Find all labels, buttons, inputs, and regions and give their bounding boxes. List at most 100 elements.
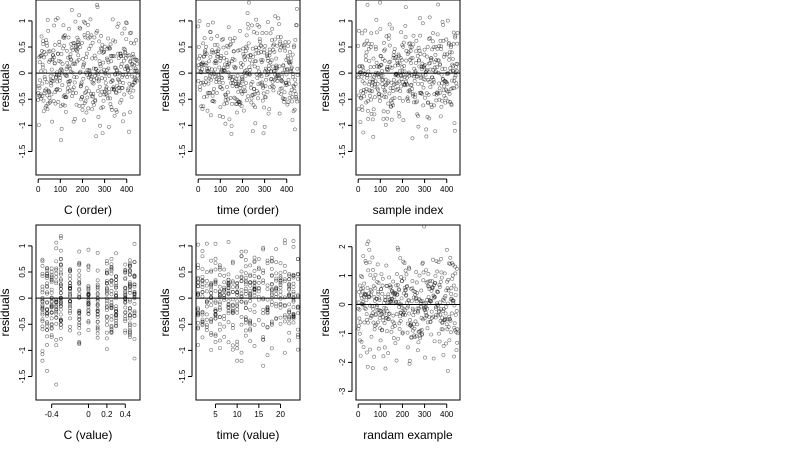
scatter-point [396,336,400,341]
scatter-point [441,22,446,27]
scatter-point [51,78,56,83]
y-tick-label: -1 [178,121,187,129]
scatter-point [246,94,250,99]
scatter-point [238,29,242,33]
scatter-point [382,94,387,99]
scatter-point [444,341,448,346]
scatter-point [415,290,419,295]
scatter-point [285,66,290,71]
scatter-point [419,288,424,293]
scatter-point [127,328,132,333]
scatter-point [413,319,418,324]
scatter-point [451,42,456,46]
scatter-point [84,51,89,56]
scatter-point [287,60,291,65]
scatter-point [213,313,218,318]
scatter-point [248,288,253,293]
scatter-point [127,268,132,272]
scatter-point [213,340,218,344]
scatter-point [280,74,284,79]
scatter-point [123,275,128,280]
scatter-point [265,261,270,266]
scatter-point [454,309,459,313]
x-tick-label: 10 [233,410,242,419]
scatter-point [265,52,270,57]
scatter-point [221,115,225,119]
scatter-point [381,78,385,82]
scatter-point [435,46,440,51]
scatter-point [239,249,244,254]
scatter-point [110,17,115,22]
scatter-point [443,311,448,316]
scatter-point [397,79,402,84]
scatter-point [426,100,431,105]
scatter-point [374,17,379,22]
scatter-point [132,284,137,289]
scatter-point [104,292,109,297]
scatter-point [77,316,82,321]
scatter-point [277,48,282,53]
scatter-point [386,36,391,41]
y-axis-label: residuals [318,288,332,336]
scatter-point [70,70,75,75]
scatter-point [363,306,368,311]
scatter-point [40,271,45,276]
scatter-point [377,308,381,313]
scatter-point [265,283,270,288]
scatter-point [399,30,404,35]
scatter-point [410,279,415,283]
scatter-point [364,57,368,62]
scatter-point [265,353,270,358]
scatter-point [248,272,253,277]
scatter-point [431,77,436,82]
scatter-point [437,283,442,287]
scatter-point [286,100,291,105]
scatter-point [414,299,419,304]
scatter-point [284,72,289,77]
scatter-point [429,105,434,110]
scatter-point [415,322,420,327]
scatter-point [68,273,72,278]
scatter-point [405,330,410,335]
scatter-point [221,37,226,41]
scatter-point [71,85,76,90]
scatter-point [208,113,213,118]
scatter-point [407,73,412,78]
scatter-point [51,99,56,103]
scatter-point [230,326,235,330]
scatter-point [49,303,54,308]
scatter-point [213,282,218,287]
scatter-point [239,299,244,304]
scatter-point [209,317,214,321]
y-tick-label: -1.5 [178,144,187,158]
scatter-point [426,284,431,289]
scatter-point [95,304,100,308]
scatter-point [227,61,232,66]
scatter-point [410,86,415,91]
scatter-point [103,76,107,81]
scatter-point [266,20,270,25]
scatter-point [261,247,266,252]
scatter-point [274,276,279,281]
scatter-point [39,69,43,74]
scatter-point [200,290,205,295]
scatter-point [391,279,396,284]
scatter-point [401,98,405,103]
scatter-point [77,314,82,319]
scatter-point [222,317,227,321]
scatter-point [402,64,406,68]
scatter-point [362,81,367,86]
scatter-point [399,76,404,81]
scatter-point [217,263,222,268]
y-tick-label: -1.5 [178,369,187,383]
scatter-point [251,55,255,59]
scatter-point [372,327,377,332]
scatter-point [104,322,109,327]
scatter-point [38,78,42,83]
scatter-point [274,271,279,276]
scatter-point [261,297,266,302]
scatter-point [383,298,388,303]
scatter-point [261,91,266,96]
scatter-point [369,31,374,36]
scatter-point [375,81,380,86]
